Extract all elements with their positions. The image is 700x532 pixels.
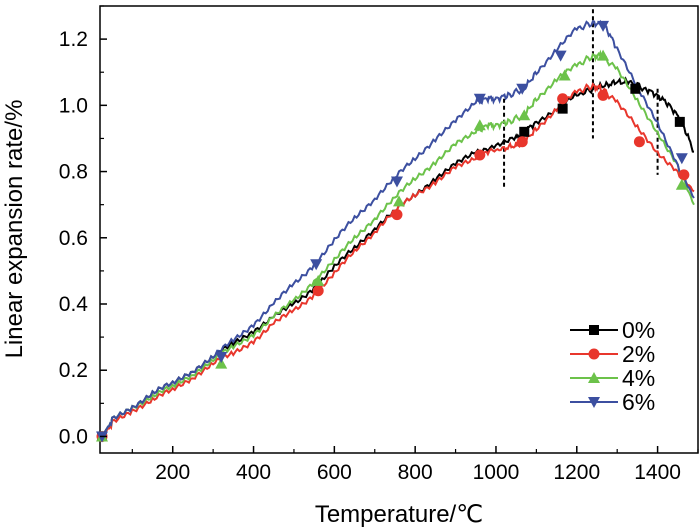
- data-point-6pct: [473, 93, 486, 105]
- x-axis-ticks: 200 400 600 800 1000 1200 1400: [131, 446, 699, 484]
- data-point-4pct: [393, 195, 405, 207]
- x-tick-label: 600: [317, 461, 352, 484]
- y-tick-label: 0.4: [59, 293, 89, 316]
- x-tick-label: 400: [236, 461, 271, 484]
- data-point-4pct: [312, 274, 325, 286]
- legend-label: 2%: [622, 341, 655, 367]
- data-point-4pct: [518, 109, 531, 121]
- y-tick-label: 1.0: [59, 94, 88, 117]
- data-point-2pct: [516, 136, 528, 148]
- series-lines: [101, 19, 695, 438]
- data-point-6pct: [516, 83, 529, 95]
- data-point-2pct: [597, 89, 609, 101]
- data-point-6pct: [215, 351, 228, 363]
- x-tick-label: 1400: [634, 461, 681, 484]
- data-point-2pct: [633, 136, 645, 148]
- legend-label: 4%: [622, 365, 655, 391]
- x-tick-label: 1200: [553, 461, 600, 484]
- y-tick-label: 0.8: [59, 161, 88, 184]
- x-tick-label: 1000: [473, 461, 520, 484]
- data-point-6pct: [597, 20, 610, 32]
- plot-area-frame: [99, 5, 699, 454]
- legend-marker: [588, 397, 600, 408]
- data-point-2pct: [312, 285, 324, 297]
- series-markers: [96, 20, 690, 443]
- legend-label: 0%: [622, 317, 655, 343]
- data-point-2pct: [391, 209, 403, 221]
- data-point-6pct: [310, 259, 323, 271]
- data-point-4pct: [675, 178, 688, 190]
- x-tick-label: 800: [398, 461, 433, 484]
- y-tick-label: 0.2: [59, 359, 88, 382]
- data-point-2pct: [678, 169, 690, 181]
- y-tick-label: 0.0: [59, 425, 88, 448]
- data-point-6pct: [675, 153, 688, 165]
- x-tick-label: 200: [155, 461, 190, 484]
- legend-marker: [588, 348, 600, 360]
- data-point-2pct: [474, 149, 486, 161]
- data-point-0pct: [557, 103, 568, 114]
- legend-marker: [589, 325, 599, 335]
- y-axis-title: Linear expansion rate/%: [1, 100, 28, 359]
- data-point-0pct: [674, 116, 685, 127]
- data-point-4pct: [473, 119, 486, 131]
- data-point-4pct: [558, 69, 571, 81]
- series-line-0pct: [101, 76, 695, 437]
- data-point-6pct: [554, 50, 567, 62]
- data-point-4pct: [215, 357, 228, 369]
- data-point-0pct: [519, 126, 530, 137]
- y-tick-label: 1.2: [59, 28, 88, 51]
- legend-marker: [588, 372, 600, 383]
- y-tick-label: 0.6: [59, 227, 88, 250]
- data-point-4pct: [597, 49, 610, 61]
- legend: 0%2%4%6%: [570, 317, 655, 415]
- series-line-4pct: [101, 49, 695, 437]
- x-axis-title: Temperature/℃: [315, 501, 483, 528]
- legend-label: 6%: [622, 389, 655, 415]
- data-point-0pct: [630, 83, 641, 94]
- y-axis-ticks: 0.0 0.2 0.4 0.6 0.8 1.0 1.2: [59, 5, 107, 448]
- data-point-2pct: [557, 93, 569, 105]
- series-line-2pct: [101, 82, 695, 438]
- data-point-6pct: [390, 176, 403, 188]
